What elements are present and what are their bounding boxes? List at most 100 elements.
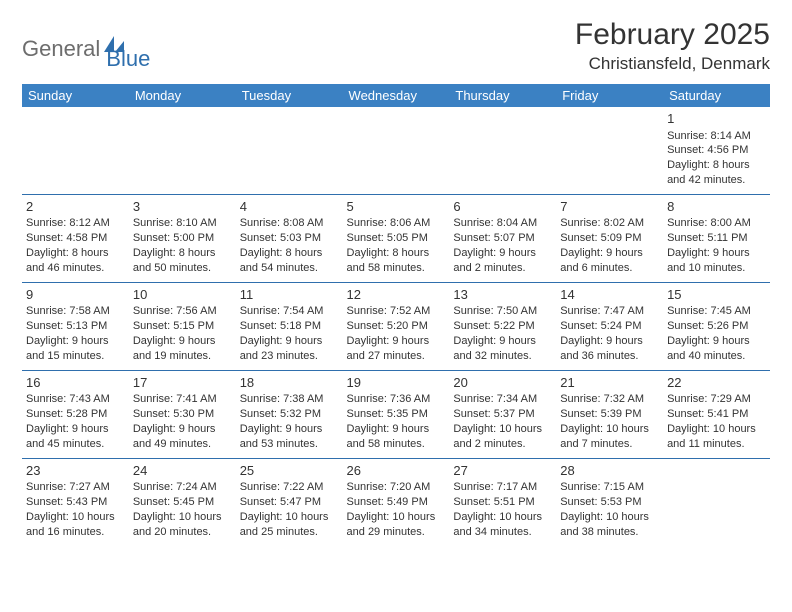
calendar-day-cell: 13Sunrise: 7:50 AMSunset: 5:22 PMDayligh… bbox=[449, 282, 556, 370]
daylight-text: and 36 minutes. bbox=[560, 349, 659, 364]
daylight-text: Daylight: 10 hours bbox=[240, 510, 339, 525]
daylight-text: and 20 minutes. bbox=[133, 525, 232, 540]
calendar-day-cell: 11Sunrise: 7:54 AMSunset: 5:18 PMDayligh… bbox=[236, 282, 343, 370]
calendar-day-cell: 24Sunrise: 7:24 AMSunset: 5:45 PMDayligh… bbox=[129, 458, 236, 545]
daylight-text: and 38 minutes. bbox=[560, 525, 659, 540]
sunset-text: Sunset: 4:58 PM bbox=[26, 231, 125, 246]
daylight-text: and 27 minutes. bbox=[347, 349, 446, 364]
daylight-text: Daylight: 10 hours bbox=[560, 422, 659, 437]
daylight-text: and 19 minutes. bbox=[133, 349, 232, 364]
daylight-text: Daylight: 9 hours bbox=[133, 334, 232, 349]
sunrise-text: Sunrise: 7:56 AM bbox=[133, 304, 232, 319]
daylight-text: Daylight: 8 hours bbox=[347, 246, 446, 261]
daylight-text: Daylight: 9 hours bbox=[560, 334, 659, 349]
sunrise-text: Sunrise: 7:47 AM bbox=[560, 304, 659, 319]
weekday-header: Wednesday bbox=[343, 84, 450, 107]
calendar-day-cell: 12Sunrise: 7:52 AMSunset: 5:20 PMDayligh… bbox=[343, 282, 450, 370]
daylight-text: and 58 minutes. bbox=[347, 437, 446, 452]
weekday-header: Sunday bbox=[22, 84, 129, 107]
sunrise-text: Sunrise: 7:34 AM bbox=[453, 392, 552, 407]
daylight-text: Daylight: 9 hours bbox=[240, 334, 339, 349]
calendar-day-cell: 16Sunrise: 7:43 AMSunset: 5:28 PMDayligh… bbox=[22, 370, 129, 458]
month-title: February 2025 bbox=[575, 18, 770, 52]
sunset-text: Sunset: 5:43 PM bbox=[26, 495, 125, 510]
calendar-week-row: 1Sunrise: 8:14 AMSunset: 4:56 PMDaylight… bbox=[22, 107, 770, 194]
sunrise-text: Sunrise: 7:29 AM bbox=[667, 392, 766, 407]
calendar-day-cell: 2Sunrise: 8:12 AMSunset: 4:58 PMDaylight… bbox=[22, 194, 129, 282]
day-number: 24 bbox=[133, 462, 232, 480]
sunrise-text: Sunrise: 7:50 AM bbox=[453, 304, 552, 319]
daylight-text: Daylight: 9 hours bbox=[453, 334, 552, 349]
sunset-text: Sunset: 5:51 PM bbox=[453, 495, 552, 510]
daylight-text: Daylight: 10 hours bbox=[667, 422, 766, 437]
calendar-empty-cell bbox=[556, 107, 663, 194]
calendar-day-cell: 27Sunrise: 7:17 AMSunset: 5:51 PMDayligh… bbox=[449, 458, 556, 545]
day-number: 4 bbox=[240, 198, 339, 216]
calendar-day-cell: 14Sunrise: 7:47 AMSunset: 5:24 PMDayligh… bbox=[556, 282, 663, 370]
sunset-text: Sunset: 5:41 PM bbox=[667, 407, 766, 422]
daylight-text: Daylight: 8 hours bbox=[240, 246, 339, 261]
sunset-text: Sunset: 5:07 PM bbox=[453, 231, 552, 246]
sunrise-text: Sunrise: 7:27 AM bbox=[26, 480, 125, 495]
logo-text-blue: Blue bbox=[106, 46, 150, 72]
daylight-text: Daylight: 10 hours bbox=[347, 510, 446, 525]
day-number: 9 bbox=[26, 286, 125, 304]
calendar-week-row: 23Sunrise: 7:27 AMSunset: 5:43 PM Dayligh… bbox=[22, 458, 770, 545]
daylight-text: Daylight: 10 hours bbox=[453, 422, 552, 437]
daylight-text: and 49 minutes. bbox=[133, 437, 232, 452]
calendar-day-cell: 23Sunrise: 7:27 AMSunset: 5:43 PMDayligh… bbox=[22, 458, 129, 545]
daylight-text: and 6 minutes. bbox=[560, 261, 659, 276]
day-number: 13 bbox=[453, 286, 552, 304]
day-number: 7 bbox=[560, 198, 659, 216]
weekday-header: Monday bbox=[129, 84, 236, 107]
sunrise-text: Sunrise: 7:41 AM bbox=[133, 392, 232, 407]
daylight-text: Daylight: 10 hours bbox=[560, 510, 659, 525]
calendar-day-cell: 7Sunrise: 8:02 AMSunset: 5:09 PMDaylight… bbox=[556, 194, 663, 282]
calendar-day-cell: 3Sunrise: 8:10 AMSunset: 5:00 PMDaylight… bbox=[129, 194, 236, 282]
calendar-day-cell: 5Sunrise: 8:06 AMSunset: 5:05 PMDaylight… bbox=[343, 194, 450, 282]
calendar-empty-cell bbox=[343, 107, 450, 194]
day-number: 23 bbox=[26, 462, 125, 480]
daylight-text: and 34 minutes. bbox=[453, 525, 552, 540]
day-number: 20 bbox=[453, 374, 552, 392]
daylight-text: and 53 minutes. bbox=[240, 437, 339, 452]
daylight-text: and 2 minutes. bbox=[453, 437, 552, 452]
day-number: 10 bbox=[133, 286, 232, 304]
day-number: 21 bbox=[560, 374, 659, 392]
day-number: 15 bbox=[667, 286, 766, 304]
calendar-day-cell: 1Sunrise: 8:14 AMSunset: 4:56 PMDaylight… bbox=[663, 107, 770, 194]
sunrise-text: Sunrise: 7:52 AM bbox=[347, 304, 446, 319]
daylight-text: Daylight: 8 hours bbox=[133, 246, 232, 261]
day-number: 2 bbox=[26, 198, 125, 216]
daylight-text: Daylight: 10 hours bbox=[453, 510, 552, 525]
sunset-text: Sunset: 5:24 PM bbox=[560, 319, 659, 334]
calendar-week-row: 16Sunrise: 7:43 AMSunset: 5:28 PMDayligh… bbox=[22, 370, 770, 458]
calendar-day-cell: 6Sunrise: 8:04 AMSunset: 5:07 PMDaylight… bbox=[449, 194, 556, 282]
sunset-text: Sunset: 5:45 PM bbox=[133, 495, 232, 510]
title-block: February 2025 Christiansfeld, Denmark bbox=[575, 18, 770, 74]
calendar-day-cell: 22Sunrise: 7:29 AMSunset: 5:41 PMDayligh… bbox=[663, 370, 770, 458]
sunset-text: Sunset: 5:49 PM bbox=[347, 495, 446, 510]
sunset-text: Sunset: 5:32 PM bbox=[240, 407, 339, 422]
sunset-text: Sunset: 5:13 PM bbox=[26, 319, 125, 334]
calendar-empty-cell bbox=[663, 458, 770, 545]
calendar-day-cell: 19Sunrise: 7:36 AMSunset: 5:35 PMDayligh… bbox=[343, 370, 450, 458]
calendar-day-cell: 8Sunrise: 8:00 AMSunset: 5:11 PMDaylight… bbox=[663, 194, 770, 282]
sunset-text: Sunset: 5:20 PM bbox=[347, 319, 446, 334]
sunrise-text: Sunrise: 7:24 AM bbox=[133, 480, 232, 495]
weekday-header: Saturday bbox=[663, 84, 770, 107]
daylight-text: Daylight: 9 hours bbox=[26, 422, 125, 437]
sunset-text: Sunset: 5:22 PM bbox=[453, 319, 552, 334]
sunrise-text: Sunrise: 7:36 AM bbox=[347, 392, 446, 407]
sunset-text: Sunset: 5:05 PM bbox=[347, 231, 446, 246]
sunset-text: Sunset: 4:56 PM bbox=[667, 143, 766, 158]
calendar-day-cell: 18Sunrise: 7:38 AMSunset: 5:32 PMDayligh… bbox=[236, 370, 343, 458]
sunset-text: Sunset: 5:00 PM bbox=[133, 231, 232, 246]
sunset-text: Sunset: 5:53 PM bbox=[560, 495, 659, 510]
logo: General Blue bbox=[22, 26, 150, 72]
weekday-header: Friday bbox=[556, 84, 663, 107]
daylight-text: and 54 minutes. bbox=[240, 261, 339, 276]
calendar-day-cell: 20Sunrise: 7:34 AMSunset: 5:37 PMDayligh… bbox=[449, 370, 556, 458]
sunset-text: Sunset: 5:09 PM bbox=[560, 231, 659, 246]
day-number: 8 bbox=[667, 198, 766, 216]
